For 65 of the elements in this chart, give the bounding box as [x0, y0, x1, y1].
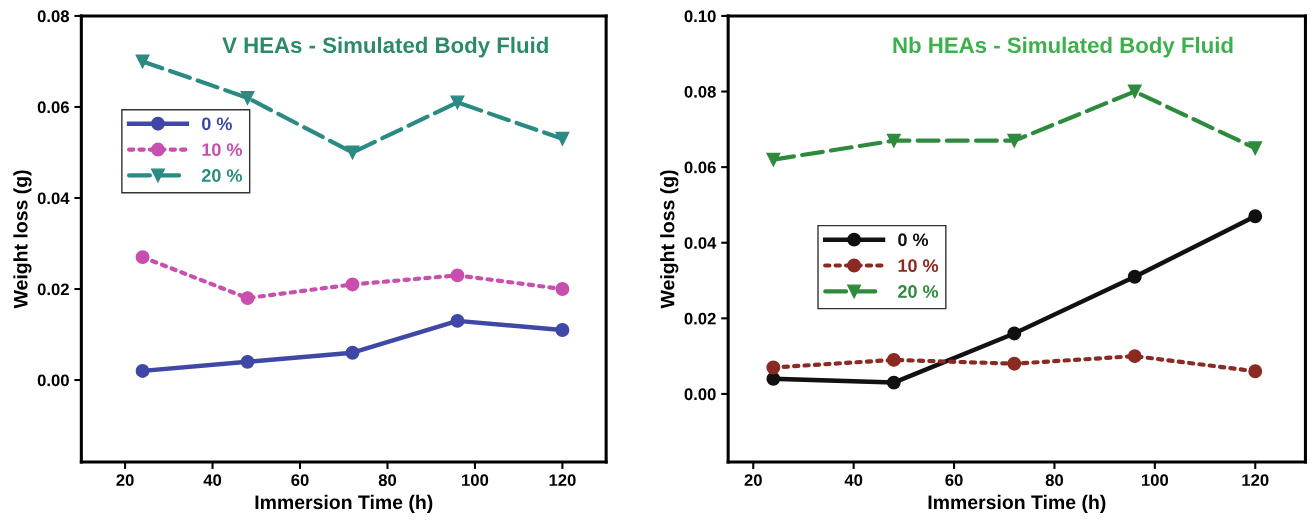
point — [1007, 326, 1022, 341]
point — [1248, 209, 1263, 224]
point — [345, 345, 360, 360]
y-tick-label: 0.10 — [684, 10, 716, 23]
x-axis-title: Immersion Time (h) — [928, 494, 1106, 513]
point — [1007, 133, 1022, 148]
legend-label: 20 % — [201, 169, 242, 182]
y-tick-label: 0.00 — [37, 374, 69, 387]
point — [240, 291, 255, 306]
point — [555, 131, 570, 146]
x-tick-label: 120 — [1242, 474, 1269, 487]
legend-label: 10 % — [202, 143, 242, 157]
point — [135, 54, 150, 69]
point — [886, 375, 901, 390]
point — [240, 90, 255, 105]
point — [555, 282, 570, 296]
y-tick-label: 0.06 — [684, 161, 716, 174]
y-axis-title: Weight loss (g) — [13, 170, 32, 309]
point — [766, 371, 781, 386]
point — [135, 250, 150, 265]
y-tick-label: 0.08 — [37, 10, 70, 23]
point — [450, 268, 465, 283]
y-tick-label: 0.04 — [684, 237, 717, 249]
y-tick-label: 0.04 — [37, 192, 70, 205]
point — [1248, 364, 1263, 379]
legend-label: 20 % — [898, 285, 939, 298]
x-tick-label: 100 — [462, 474, 489, 487]
point — [886, 133, 901, 148]
legend-label: 10 % — [898, 259, 939, 273]
point — [135, 363, 150, 378]
x-tick-label: 40 — [203, 474, 222, 487]
y-tick-label: 0.02 — [684, 312, 716, 325]
y-tick-label: 0.06 — [37, 101, 69, 114]
y-tick-label: 0.08 — [684, 85, 716, 98]
x-tick-label: 100 — [1141, 474, 1169, 487]
x-tick-label: 120 — [549, 474, 576, 487]
point — [1127, 349, 1142, 364]
text: Nb HEAs - Simulated Body Fluid — [893, 36, 1233, 58]
text: V HEAs - Simulated Body Fluid — [222, 36, 548, 58]
point — [345, 277, 360, 292]
x-tick-label: 60 — [291, 474, 309, 487]
x-tick-label: 80 — [1045, 474, 1064, 487]
legend-label: 0 % — [202, 117, 232, 131]
x-tick-label: 40 — [844, 474, 863, 487]
point — [240, 354, 255, 369]
y-axis-title: Weight loss (g) — [660, 170, 679, 309]
point — [886, 352, 901, 367]
x-axis-title: Immersion Time (h) — [255, 494, 433, 513]
x-tick-label: 20 — [744, 474, 762, 487]
x-tick-label: 80 — [378, 474, 397, 487]
point — [1248, 141, 1263, 156]
point — [1127, 84, 1142, 99]
y-tick-label: 0.00 — [684, 388, 716, 401]
x-tick-label: 60 — [945, 474, 963, 487]
y-tick-label: 0.02 — [37, 283, 69, 296]
x-tick-label: 20 — [116, 474, 134, 487]
legend-label: 0 % — [898, 233, 929, 247]
point — [766, 360, 781, 375]
point — [766, 152, 781, 167]
point — [1127, 269, 1142, 284]
point — [450, 95, 465, 110]
point — [555, 323, 570, 337]
point — [345, 145, 360, 160]
point — [1007, 356, 1022, 371]
point — [450, 313, 465, 328]
